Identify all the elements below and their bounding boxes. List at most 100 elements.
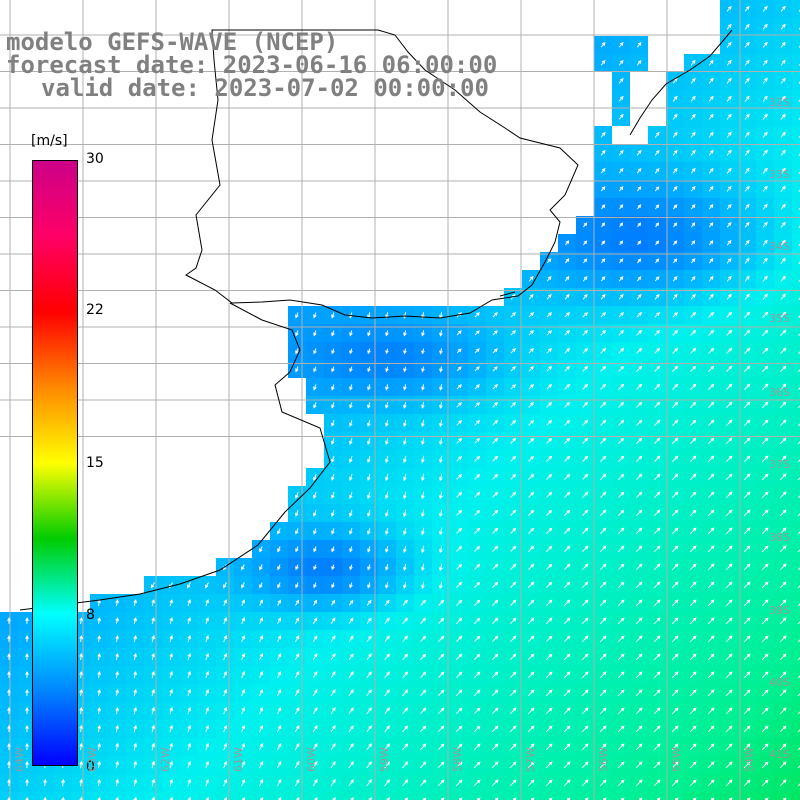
wind-arrow (582, 329, 589, 336)
wind-arrow (241, 635, 246, 643)
wind-arrow (7, 760, 11, 769)
wind-arrow (368, 797, 372, 800)
wind-arrow (708, 293, 714, 300)
wind-arrow (474, 653, 481, 660)
wind-arrow (330, 743, 336, 751)
wind-arrow (654, 276, 660, 282)
wind-arrow (746, 797, 751, 800)
wind-arrow (743, 689, 751, 697)
wind-arrow (385, 455, 389, 464)
wind-cell (0, 792, 18, 800)
wind-arrow (367, 437, 371, 446)
wind-arrow (762, 239, 768, 246)
wind-cell (216, 792, 234, 800)
wind-arrow (564, 401, 571, 408)
wind-cell (288, 792, 306, 800)
wind-arrow (367, 419, 371, 427)
wind-arrow (528, 545, 535, 552)
wind-arrow (654, 131, 660, 138)
wind-arrow (672, 383, 679, 390)
wind-arrow (762, 149, 768, 156)
wind-arrow (779, 563, 787, 571)
wind-arrow (690, 204, 696, 210)
wind-arrow (115, 724, 119, 733)
wind-arrow (97, 742, 101, 751)
wind-arrow (438, 653, 445, 660)
wind-arrow (636, 59, 642, 66)
wind-arrow (654, 186, 660, 192)
wind-arrow (402, 617, 409, 624)
wind-arrow (707, 581, 715, 589)
wind-arrow (421, 366, 425, 373)
wind-arrow (545, 635, 553, 643)
wind-arrow (617, 743, 625, 751)
wind-arrow (438, 563, 443, 572)
wind-arrow (672, 113, 678, 120)
wind-arrow (708, 203, 714, 210)
wind-arrow (205, 671, 210, 679)
wind-arrow (691, 240, 696, 246)
wind-arrow (744, 383, 751, 390)
wind-arrow (761, 707, 769, 715)
wind-arrow (25, 706, 29, 715)
wind-cell (108, 792, 126, 800)
wind-arrow (331, 473, 335, 481)
wind-cell (792, 684, 800, 702)
wind-arrow (601, 204, 606, 210)
wind-arrow (115, 670, 119, 679)
wind-arrow (780, 347, 787, 354)
wind-arrow (367, 330, 371, 337)
wind-arrow (780, 311, 787, 318)
wind-arrow (583, 240, 588, 246)
wind-arrow (780, 149, 786, 156)
wind-arrow (725, 635, 733, 643)
wind-arrow (386, 797, 391, 800)
lat-label: 36S (769, 386, 790, 399)
wind-arrow (744, 5, 750, 12)
wind-arrow (331, 564, 335, 571)
wind-arrow (707, 707, 715, 715)
wind-arrow (187, 653, 191, 661)
wind-arrow (474, 563, 481, 570)
wind-arrow (762, 329, 769, 336)
wind-arrow (779, 419, 787, 427)
wind-arrow (402, 635, 408, 643)
wind-arrow (780, 329, 787, 336)
wind-arrow (456, 563, 463, 570)
wind-cell (792, 432, 800, 450)
wind-arrow (223, 688, 228, 697)
wind-arrow (330, 779, 336, 787)
wind-arrow (744, 185, 750, 192)
wind-arrow (689, 527, 697, 535)
wind-arrow (655, 240, 660, 246)
wind-arrow (150, 582, 156, 589)
wind-arrow (420, 671, 427, 679)
wind-cell (18, 792, 36, 800)
wind-arrow (295, 528, 299, 535)
wind-arrow (115, 706, 119, 715)
wind-arrow (707, 455, 715, 463)
wind-arrow (456, 473, 463, 480)
wind-arrow (115, 760, 119, 769)
wind-arrow (762, 113, 768, 120)
wind-arrow (671, 599, 679, 607)
wind-arrow (582, 312, 588, 318)
wind-arrow (420, 617, 427, 624)
wind-arrow (797, 513, 800, 517)
wind-arrow (582, 509, 589, 516)
wind-arrow (474, 384, 480, 390)
wind-arrow (564, 347, 571, 354)
wind-arrow (313, 510, 317, 517)
wind-arrow (294, 689, 300, 697)
wind-arrow (581, 725, 589, 733)
wind-arrow (636, 329, 643, 336)
wind-arrow (635, 509, 643, 517)
wind-arrow (312, 617, 318, 624)
wind-arrow (725, 617, 733, 625)
wind-arrow (707, 437, 715, 445)
wind-arrow (403, 455, 407, 464)
wind-arrow (474, 348, 480, 354)
wind-cell (792, 306, 800, 324)
wind-arrow (725, 455, 733, 463)
wind-arrow (708, 383, 715, 390)
